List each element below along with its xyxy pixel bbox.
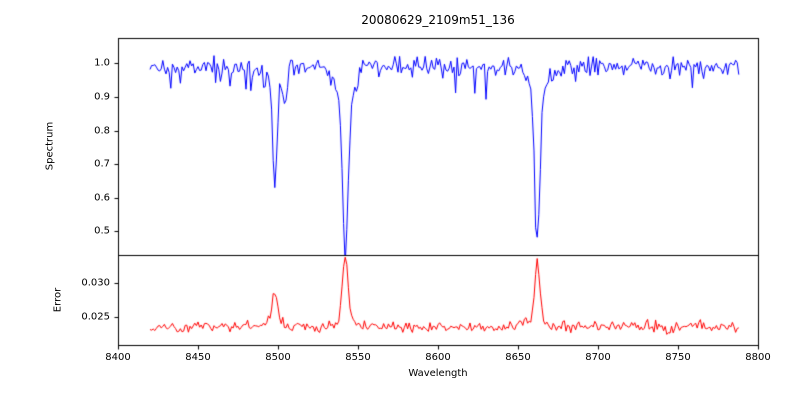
spectrum-y-tick-label: 0.5 xyxy=(94,225,110,237)
spectrum-y-axis-label: Spectrum xyxy=(44,121,56,171)
x-tick-label: 8500 xyxy=(265,352,291,363)
x-tick-label: 8750 xyxy=(665,352,691,363)
error-y-tick-label: 0.030 xyxy=(81,277,110,289)
spectrum-y-tick-label: 0.7 xyxy=(94,158,110,170)
x-tick-label: 8450 xyxy=(185,352,211,363)
x-tick-label: 8700 xyxy=(585,352,611,363)
spectrum-y-tick-label: 0.6 xyxy=(94,192,110,204)
x-tick-label: 8400 xyxy=(105,352,131,363)
x-axis-label: Wavelength xyxy=(408,368,468,379)
x-tick-label: 8550 xyxy=(345,352,371,363)
spectrum-y-tick-label: 1.0 xyxy=(94,57,110,69)
spectrum-y-tick-label: 0.8 xyxy=(94,125,110,137)
x-tick-label: 8650 xyxy=(505,352,531,363)
error-y-tick-label: 0.025 xyxy=(81,311,110,323)
spectrum-y-tick-label: 0.9 xyxy=(94,91,110,103)
chart-title: 20080629_2109m51_136 xyxy=(361,13,515,27)
error-y-axis-label: Error xyxy=(52,287,64,313)
x-tick-label: 8800 xyxy=(745,352,771,363)
x-tick-label: 8600 xyxy=(425,352,451,363)
